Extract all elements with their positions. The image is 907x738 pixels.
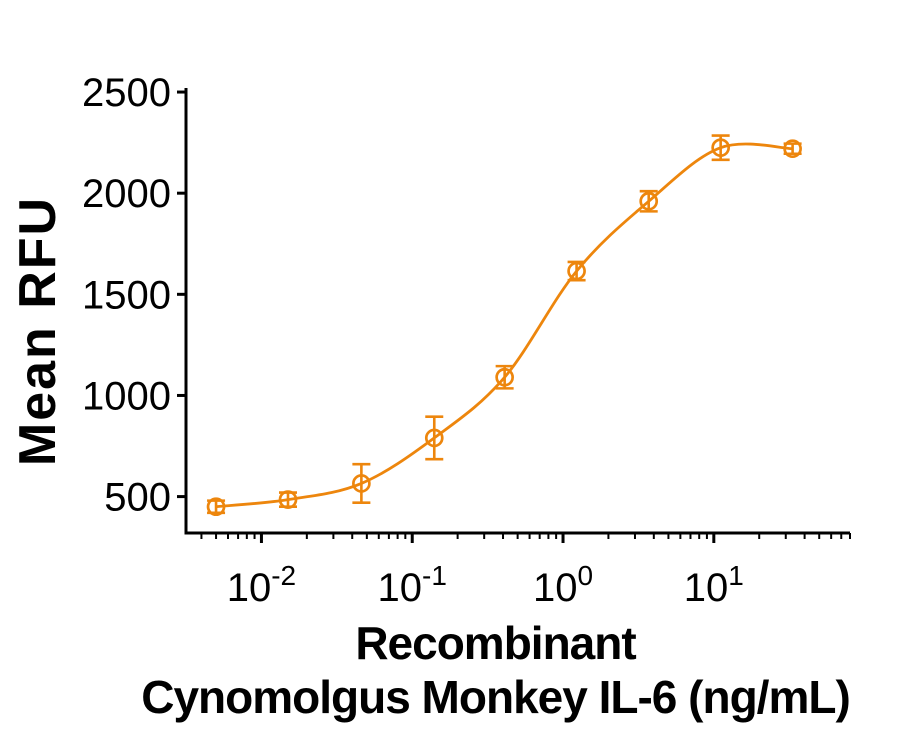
data-point-marker bbox=[424, 428, 444, 448]
data-point-marker bbox=[495, 367, 514, 387]
data-point-marker bbox=[278, 490, 298, 509]
x-axis-title-line2: Cynomolgus Monkey IL-6 (ng/mL) bbox=[141, 671, 851, 723]
y-axis-title: Mean RFU bbox=[9, 195, 67, 467]
axis-spines bbox=[184, 88, 850, 535]
y-tick-label: 1500 bbox=[82, 273, 171, 317]
x-tick-label: 10-2 bbox=[227, 560, 296, 610]
y-tick-label: 500 bbox=[104, 476, 171, 520]
x-tick-label: 100 bbox=[533, 560, 593, 610]
y-tick-label: 1000 bbox=[82, 374, 171, 418]
x-tick-label: 101 bbox=[684, 560, 744, 610]
data-point-marker bbox=[352, 474, 371, 493]
data-point-marker bbox=[206, 497, 226, 517]
data-point-marker bbox=[783, 139, 802, 159]
x-tick-label: 10-1 bbox=[378, 560, 447, 610]
x-axis-title-line1: Recombinant bbox=[355, 617, 636, 669]
data-point-marker bbox=[567, 261, 586, 281]
y-tick-label: 2000 bbox=[82, 172, 171, 216]
data-point-marker bbox=[639, 191, 659, 211]
y-tick-label: 2500 bbox=[82, 71, 171, 115]
data-point-marker bbox=[711, 138, 731, 158]
fit-curve bbox=[215, 142, 793, 509]
